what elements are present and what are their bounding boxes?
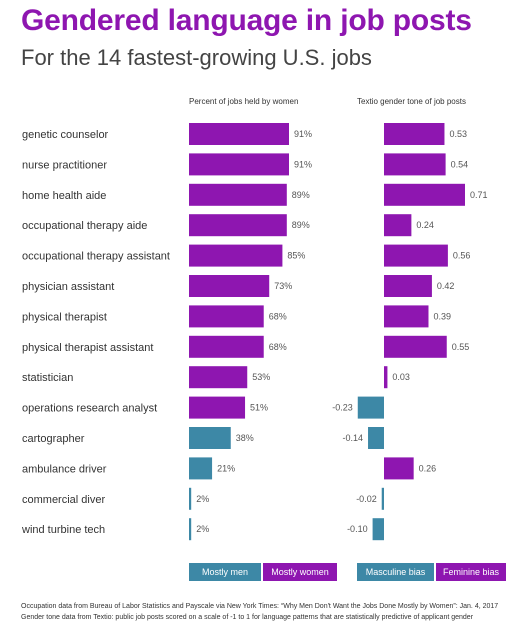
legend-mostly-men-swatch: [189, 563, 261, 581]
women-share-label-physical-therapist-assistant: 68%: [269, 342, 287, 352]
gender-tone-label-commercial-diver: -0.02: [356, 494, 377, 504]
women-share-label-commercial-diver: 2%: [196, 494, 209, 504]
women-share-bar-operations-research-analyst: [189, 396, 246, 419]
category-label-physical-therapist: physical therapist: [22, 311, 107, 323]
gender-tone-label-genetic-counselor: 0.53: [449, 129, 467, 139]
gender-tone-bar-occupational-therapy-assistant: [384, 244, 448, 267]
women-share-bar-physical-therapist: [189, 305, 264, 328]
gender-tone-bar-wind-turbine-tech: [372, 518, 384, 541]
women-share-label-home-health-aide: 89%: [292, 190, 310, 200]
women-share-label-operations-research-analyst: 51%: [250, 403, 268, 413]
footnote-source-occupation: Occupation data from Bureau of Labor Sta…: [21, 603, 499, 610]
gender-tone-label-statistician: 0.03: [392, 372, 410, 382]
category-label-home-health-aide: home health aide: [22, 190, 106, 202]
panel-heading-gender-tone: Textio gender tone of job posts: [357, 97, 466, 106]
category-label-cartographer: cartographer: [22, 433, 85, 445]
women-share-bar-occupational-therapy-assistant: [189, 244, 283, 267]
chart-subtitle: For the 14 fastest-growing U.S. jobs: [21, 45, 372, 70]
gender-tone-bar-commercial-diver: [381, 487, 384, 510]
gender-tone-label-nurse-practitioner: 0.54: [451, 159, 469, 169]
category-label-genetic-counselor: genetic counselor: [22, 129, 109, 141]
legend-masculine-bias-swatch: [357, 563, 434, 581]
gender-tone-bar-physical-therapist: [384, 305, 429, 328]
legend-mostly-women-label: Mostly women: [271, 567, 329, 577]
category-label-statistician: statistician: [22, 372, 73, 384]
women-share-label-wind-turbine-tech: 2%: [196, 524, 209, 534]
women-share-label-physician-assistant: 73%: [274, 281, 292, 291]
women-share-label-occupational-therapy-assistant: 85%: [287, 251, 305, 261]
footnote-source-gender-tone: Gender tone data from Textio: public job…: [21, 614, 474, 621]
women-share-bar-statistician: [189, 366, 248, 389]
women-share-bar-nurse-practitioner: [189, 153, 289, 176]
legend-masculine-bias-label: Masculine bias: [366, 567, 426, 577]
gender-tone-label-occupational-therapy-aide: 0.24: [416, 220, 434, 230]
women-share-label-occupational-therapy-aide: 89%: [292, 220, 310, 230]
chart-area: Percent of jobs held by women Textio gend…: [21, 97, 506, 581]
category-label-physician-assistant: physician assistant: [22, 281, 114, 293]
gender-tone-bar-ambulance-driver: [384, 457, 414, 480]
gender-tone-bar-home-health-aide: [384, 183, 465, 206]
panel-heading-women-share: Percent of jobs held by women: [189, 97, 298, 106]
gender-tone-label-home-health-aide: 0.71: [470, 190, 488, 200]
women-share-label-genetic-counselor: 91%: [294, 129, 312, 139]
women-share-label-nurse-practitioner: 91%: [294, 159, 312, 169]
gender-tone-label-occupational-therapy-assistant: 0.56: [453, 251, 471, 261]
gender-tone-label-physical-therapist: 0.39: [433, 311, 451, 321]
women-share-bar-genetic-counselor: [189, 123, 289, 145]
gender-tone-bar-physician-assistant: [384, 275, 432, 297]
women-share-label-ambulance-driver: 21%: [217, 463, 235, 473]
legend-feminine-bias-swatch: [436, 563, 506, 581]
category-label-ambulance-driver: ambulance driver: [22, 463, 107, 475]
gender-tone-label-physician-assistant: 0.42: [437, 281, 455, 291]
category-label-occupational-therapy-assistant: occupational therapy assistant: [22, 251, 170, 263]
women-share-bar-ambulance-driver: [189, 457, 213, 480]
women-share-label-statistician: 53%: [252, 372, 270, 382]
gender-tone-label-cartographer: -0.14: [343, 433, 364, 443]
gender-tone-label-ambulance-driver: 0.26: [419, 463, 437, 473]
gender-tone-bar-occupational-therapy-aide: [384, 214, 412, 237]
gender-tone-bar-genetic-counselor: [384, 123, 445, 145]
gender-tone-bar-operations-research-analyst: [357, 396, 384, 419]
gender-tone-bar-physical-therapist-assistant: [384, 335, 447, 358]
category-label-operations-research-analyst: operations research analyst: [22, 403, 157, 415]
category-label-commercial-diver: commercial diver: [22, 494, 105, 506]
women-share-label-cartographer: 38%: [236, 433, 254, 443]
legend-mostly-women-swatch: [263, 563, 337, 581]
women-share-bar-occupational-therapy-aide: [189, 214, 287, 237]
women-share-label-physical-therapist: 68%: [269, 311, 287, 321]
gender-tone-bar-cartographer: [368, 427, 384, 449]
women-share-bar-home-health-aide: [189, 183, 287, 206]
women-share-bar-wind-turbine-tech: [189, 518, 192, 541]
category-label-nurse-practitioner: nurse practitioner: [22, 159, 107, 171]
gender-tone-label-operations-research-analyst: -0.23: [332, 403, 353, 413]
legend-feminine-bias-label: Feminine bias: [443, 567, 500, 577]
category-label-occupational-therapy-aide: occupational therapy aide: [22, 220, 147, 232]
category-label-physical-therapist-assistant: physical therapist assistant: [22, 342, 153, 354]
gender-tone-label-wind-turbine-tech: -0.10: [347, 524, 368, 534]
legend-mostly-men-label: Mostly men: [202, 567, 248, 577]
gender-tone-bar-statistician: [384, 366, 388, 389]
chart-title: Gendered language in job posts: [21, 4, 472, 37]
category-label-wind-turbine-tech: wind turbine tech: [21, 524, 105, 536]
gender-tone-bar-nurse-practitioner: [384, 153, 446, 176]
women-share-bar-physical-therapist-assistant: [189, 335, 264, 358]
women-share-bar-physician-assistant: [189, 275, 270, 297]
gender-tone-label-physical-therapist-assistant: 0.55: [452, 342, 470, 352]
women-share-bar-commercial-diver: [189, 487, 192, 510]
women-share-bar-cartographer: [189, 427, 231, 449]
